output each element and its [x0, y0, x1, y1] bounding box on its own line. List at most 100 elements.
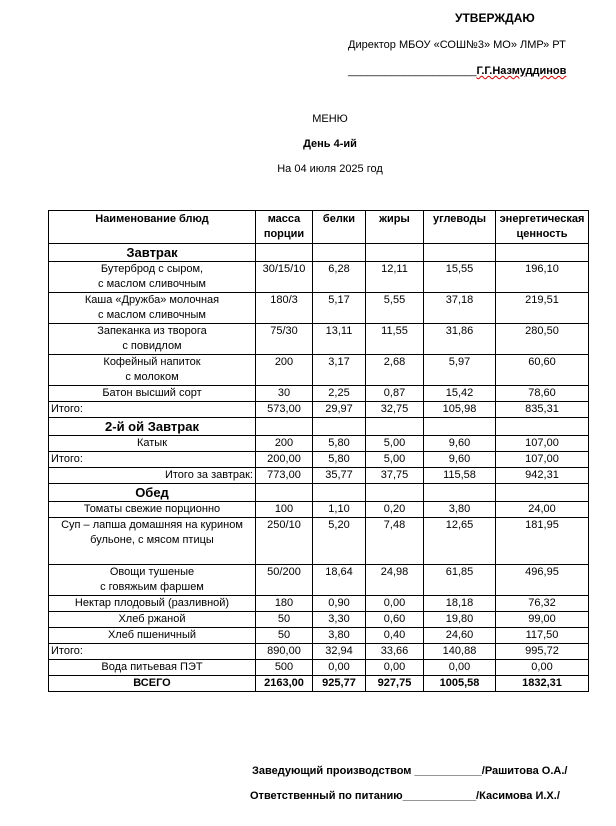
table-row: Хлеб ржаной 50 3,30 0,60 19,80 99,00	[48, 611, 589, 628]
dish-name: Томаты свежие порционно	[48, 501, 256, 518]
empty-cell	[255, 483, 313, 502]
table-row: Томаты свежие порционно 100 1,10 0,20 3,80 24…	[48, 501, 589, 518]
value-cell: 24,98	[365, 564, 424, 596]
value-cell: 1,10	[312, 501, 366, 518]
value-cell: 0,20	[365, 501, 424, 518]
header-row: Наименование блюд масса порции белки жиры угл…	[48, 210, 589, 244]
text-line: жиры	[379, 213, 410, 225]
approval-signature: _____________________Г.Г.Назмуддинов	[348, 65, 566, 77]
table-row: Итого за завтрак: 773,00 35,77 37,75 115,58 9…	[48, 467, 589, 484]
text-line: Нектар плодовый (разливной)	[74, 597, 230, 609]
text-line: с маслом сливочным	[98, 278, 206, 290]
value-cell: 32,75	[365, 401, 424, 418]
value-cell: 7,48	[365, 517, 424, 565]
value-cell: 9,60	[423, 435, 496, 452]
column-header: Наименование блюд	[48, 210, 256, 244]
value-cell: 0,00	[365, 659, 424, 676]
text-line: Томаты свежие порционно	[83, 503, 221, 515]
empty-cell	[365, 243, 424, 262]
signature-1: Заведующий производством ___________/Раш…	[252, 765, 568, 777]
text-line: с повидлом	[122, 340, 182, 352]
value-cell: 5,00	[365, 451, 424, 468]
value-cell: 5,97	[423, 354, 496, 386]
column-header: масса порции	[255, 210, 313, 244]
value-cell: 37,75	[365, 467, 424, 484]
value-cell: 0,00	[365, 595, 424, 612]
value-cell: 0,00	[312, 659, 366, 676]
table-row: Обед	[48, 483, 589, 502]
table-row: Итого: 890,00 32,94 33,66 140,88 995,72	[48, 643, 589, 660]
dish-name: Хлеб пшеничный	[48, 627, 256, 644]
table-row: Каша «Дружба» молочная с маслом сливочным…	[48, 292, 589, 324]
value-cell: 573,00	[255, 401, 313, 418]
empty-cell	[365, 417, 424, 436]
value-cell: 13,11	[312, 323, 366, 355]
text-line: масса	[267, 213, 301, 225]
value-cell: 0,90	[312, 595, 366, 612]
text-line: с молоком	[125, 371, 179, 383]
value-cell: 2,25	[312, 385, 366, 402]
value-cell: 12,11	[365, 261, 424, 293]
text-line: Бутерброд с сыром,	[100, 263, 204, 275]
section-title: Завтрак	[48, 243, 256, 262]
value-cell: 180/3	[255, 292, 313, 324]
value-cell: 107,00	[495, 435, 589, 452]
empty-cell	[423, 243, 496, 262]
section-title: Обед	[48, 483, 256, 502]
dish-name: Запеканка из творога с повидлом	[48, 323, 256, 355]
value-cell: 219,51	[495, 292, 589, 324]
dish-name: Бутерброд с сыром, с маслом сливочным	[48, 261, 256, 293]
value-cell: 3,80	[423, 501, 496, 518]
table-row: Хлеб пшеничный 50 3,80 0,40 24,60 117,50	[48, 627, 589, 644]
table-row: Вода питьевая ПЭТ 500 0,00 0,00 0,00 0,00	[48, 659, 589, 676]
value-cell: 78,60	[495, 385, 589, 402]
table-row: Итого: 573,00 29,97 32,75 105,98 835,31	[48, 401, 589, 418]
value-cell: 75/30	[255, 323, 313, 355]
value-cell: 3,80	[312, 627, 366, 644]
table-row: Кофейный напиток с молоком 200 3,17 2,68 5,97…	[48, 354, 589, 386]
table-row: Запеканка из творога с повидлом 75/30 13,11…	[48, 323, 589, 355]
table-row: Итого: 200,00 5,80 5,00 9,60 107,00	[48, 451, 589, 468]
value-cell: 32,94	[312, 643, 366, 660]
empty-cell	[312, 483, 366, 502]
value-cell: 496,95	[495, 564, 589, 596]
value-cell: 76,32	[495, 595, 589, 612]
empty-cell	[255, 417, 313, 436]
value-cell: 995,72	[495, 643, 589, 660]
text-line: Вода питьевая ПЭТ	[101, 661, 203, 673]
value-cell: 0,00	[423, 659, 496, 676]
value-cell: 200	[255, 354, 313, 386]
dish-name: Хлеб ржаной	[48, 611, 256, 628]
column-header: углеводы	[423, 210, 496, 244]
table-row: Батон высший сорт 30 2,25 0,87 15,42 78,60	[48, 385, 589, 402]
table-row: Суп – лапша домашняя на курином бульоне, …	[48, 517, 589, 565]
menu-date: На 04 июля 2025 год	[277, 163, 383, 175]
value-cell: 6,28	[312, 261, 366, 293]
value-cell: 5,80	[312, 451, 366, 468]
dish-name: Кофейный напиток с молоком	[48, 354, 256, 386]
text-line: Кофейный напиток	[103, 356, 201, 368]
subtotal-label: Итого за завтрак:	[48, 467, 256, 484]
text-line: Хлеб ржаной	[118, 613, 186, 625]
empty-cell	[312, 417, 366, 436]
value-cell: 0,40	[365, 627, 424, 644]
text-line: ценность	[516, 228, 568, 240]
value-cell: 11,55	[365, 323, 424, 355]
menu-day: День 4-ий	[303, 138, 357, 150]
value-cell: 35,77	[312, 467, 366, 484]
text-line: Катык	[136, 437, 168, 449]
value-cell: 2,68	[365, 354, 424, 386]
value-cell: 33,66	[365, 643, 424, 660]
value-cell: 50	[255, 611, 313, 628]
text-line: Батон высший сорт	[102, 387, 202, 399]
text-line: Суп – лапша домашняя на курином	[61, 519, 243, 531]
value-cell: 5,00	[365, 435, 424, 452]
value-cell: 37,18	[423, 292, 496, 324]
value-cell: 835,31	[495, 401, 589, 418]
empty-cell	[255, 243, 313, 262]
value-cell: 99,00	[495, 611, 589, 628]
empty-cell	[495, 483, 589, 502]
value-cell: 60,60	[495, 354, 589, 386]
value-cell: 24,60	[423, 627, 496, 644]
